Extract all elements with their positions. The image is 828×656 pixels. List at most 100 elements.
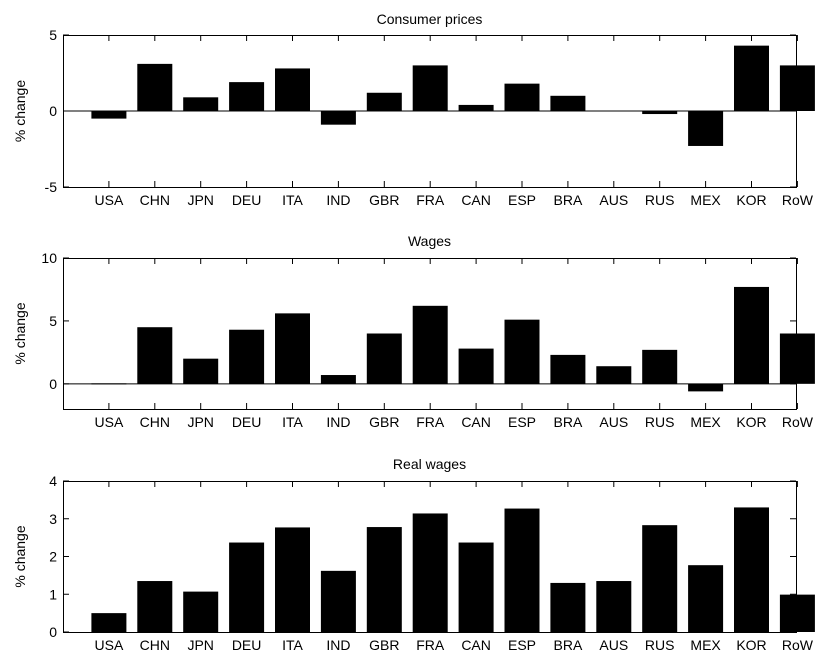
wages-bar-chn xyxy=(137,327,173,384)
consumer-prices-x-tick-label-bra: BRA xyxy=(554,192,583,208)
consumer-prices-bar-can xyxy=(458,104,494,111)
consumer-prices-bar-esp xyxy=(504,83,540,111)
wages-x-tick-label-jpn: JPN xyxy=(187,414,213,430)
consumer-prices-bar-chn xyxy=(137,63,173,111)
real-wages-x-tick-label-mex: MEX xyxy=(690,637,721,653)
wages-bar-aus xyxy=(596,366,632,384)
real-wages-x-tick-label-chn: CHN xyxy=(140,637,170,653)
consumer-prices-x-tick-label-can: CAN xyxy=(461,192,491,208)
wages-chart-title: Wages xyxy=(408,233,451,249)
consumer-prices-x-tick-label-gbr: GBR xyxy=(369,192,399,208)
wages-x-tick-label-ita: ITA xyxy=(282,414,303,430)
real-wages-y-tick-label: 4 xyxy=(49,473,57,489)
wages-x-tick-label-mex: MEX xyxy=(690,414,721,430)
real-wages-bar-deu xyxy=(229,542,265,632)
consumer-prices-x-tick-label-jpn: JPN xyxy=(187,192,213,208)
real-wages-bar-rus xyxy=(642,525,678,632)
wages-y-tick-label: 5 xyxy=(49,313,57,329)
real-wages-bar-jpn xyxy=(183,591,219,632)
real-wages-x-tick-label-jpn: JPN xyxy=(187,637,213,653)
consumer-prices-x-tick-label-deu: DEU xyxy=(232,192,262,208)
wages-x-tick-label-can: CAN xyxy=(461,414,491,430)
real-wages-y-tick-label: 0 xyxy=(49,624,57,640)
consumer-prices-x-tick-label-ind: IND xyxy=(326,192,350,208)
wages-x-tick-label-ind: IND xyxy=(326,414,350,430)
real-wages-x-tick-label-aus: AUS xyxy=(599,637,628,653)
wages-x-tick-label-bra: BRA xyxy=(554,414,583,430)
consumer-prices-y-tick-label: 5 xyxy=(49,27,57,43)
real-wages-x-tick-label-usa: USA xyxy=(95,637,124,653)
wages-bar-rus xyxy=(642,349,678,384)
consumer-prices-x-tick-label-fra: FRA xyxy=(416,192,445,208)
wages-y-tick-label: 10 xyxy=(41,250,57,266)
real-wages-x-tick-label-gbr: GBR xyxy=(369,637,399,653)
consumer-prices-x-tick-label-row: RoW xyxy=(782,192,814,208)
wages-bar-bra xyxy=(550,354,586,384)
real-wages-bar-row xyxy=(779,594,815,632)
wages-bar-deu xyxy=(229,329,265,384)
consumer-prices-bar-jpn xyxy=(183,97,219,111)
real-wages-x-tick-label-fra: FRA xyxy=(416,637,445,653)
wages-x-tick-label-usa: USA xyxy=(95,414,124,430)
real-wages-bar-gbr xyxy=(366,527,402,632)
real-wages-x-tick-label-rus: RUS xyxy=(645,637,675,653)
wages-x-tick-label-esp: ESP xyxy=(508,414,536,430)
wages-y-axis-label: % change xyxy=(12,302,28,364)
consumer-prices-bar-kor xyxy=(734,45,769,111)
consumer-prices-bar-ita xyxy=(275,68,310,111)
wages-bar-gbr xyxy=(366,333,402,384)
real-wages-y-tick-label: 1 xyxy=(49,586,57,602)
real-wages-panel: Real wages % change 0 1 2 3 4 USA CHN JPN DEU ITA IN… xyxy=(12,456,815,653)
real-wages-bar-can xyxy=(458,542,494,632)
wages-bar-row xyxy=(779,333,815,384)
consumer-prices-y-axis-label: % change xyxy=(12,80,28,142)
wages-x-tick-label-aus: AUS xyxy=(599,414,628,430)
real-wages-bar-mex xyxy=(688,565,724,632)
real-wages-x-tick-label-esp: ESP xyxy=(508,637,536,653)
wages-bar-fra xyxy=(412,305,448,384)
consumer-prices-x-tick-label-aus: AUS xyxy=(599,192,628,208)
real-wages-x-tick-label-ita: ITA xyxy=(282,637,303,653)
real-wages-chart-title: Real wages xyxy=(393,456,466,472)
real-wages-bar-bra xyxy=(550,582,586,632)
wages-bar-ind xyxy=(320,375,356,384)
real-wages-x-tick-label-deu: DEU xyxy=(232,637,262,653)
wages-x-tick-label-deu: DEU xyxy=(232,414,262,430)
consumer-prices-x-tick-label-mex: MEX xyxy=(690,192,721,208)
consumer-prices-x-tick-label-kor: KOR xyxy=(736,192,766,208)
real-wages-x-tick-label-can: CAN xyxy=(461,637,491,653)
consumer-prices-bar-rus xyxy=(642,111,678,115)
wages-bar-mex xyxy=(688,383,724,392)
consumer-prices-bar-bra xyxy=(550,95,586,111)
consumer-prices-x-tick-label-usa: USA xyxy=(95,192,124,208)
real-wages-bar-aus xyxy=(596,581,632,632)
consumer-prices-bar-ind xyxy=(320,111,356,125)
wages-bar-ita xyxy=(275,313,310,384)
wages-panel: Wages % change 0 5 10 USA CHN JPN DEU ITA IND GBR FR… xyxy=(12,233,815,430)
real-wages-bar-kor xyxy=(734,507,769,632)
wages-x-tick-label-row: RoW xyxy=(782,414,814,430)
consumer-prices-x-tick-label-chn: CHN xyxy=(140,192,170,208)
wages-bar-can xyxy=(458,348,494,384)
consumer-prices-y-tick-label: -5 xyxy=(45,179,58,195)
real-wages-bar-esp xyxy=(504,508,540,632)
real-wages-x-tick-label-row: RoW xyxy=(782,637,814,653)
wages-x-tick-label-gbr: GBR xyxy=(369,414,399,430)
real-wages-y-tick-label: 2 xyxy=(49,549,57,565)
consumer-prices-bar-fra xyxy=(412,65,448,111)
wages-y-tick-label: 0 xyxy=(49,376,57,392)
real-wages-bar-fra xyxy=(412,513,448,632)
real-wages-bar-usa xyxy=(91,613,127,632)
wages-bar-esp xyxy=(504,319,540,384)
consumer-prices-bar-usa xyxy=(91,111,127,119)
real-wages-y-axis-label: % change xyxy=(12,525,28,587)
real-wages-y-tick-label: 3 xyxy=(49,511,57,527)
consumer-prices-bar-deu xyxy=(229,82,265,111)
real-wages-x-tick-label-bra: BRA xyxy=(554,637,583,653)
wages-x-tick-label-chn: CHN xyxy=(140,414,170,430)
consumer-prices-panel: Consumer prices % change -5 0 5 USA CHN JPN DEU I… xyxy=(12,11,815,208)
wages-bar-jpn xyxy=(183,358,219,384)
consumer-prices-y-tick-label: 0 xyxy=(49,103,57,119)
real-wages-x-tick-label-ind: IND xyxy=(326,637,350,653)
